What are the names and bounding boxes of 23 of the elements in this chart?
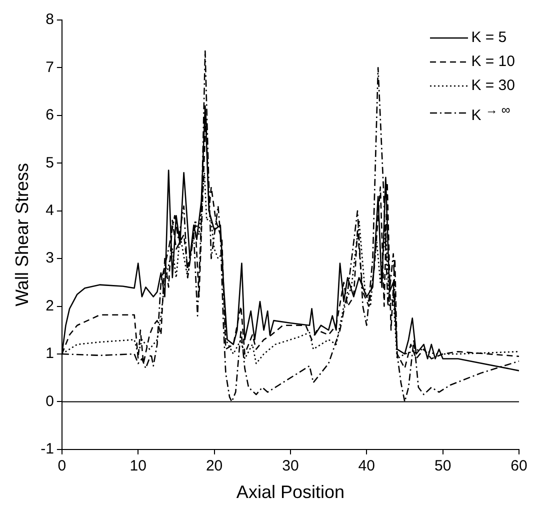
y-tick-label: 0 [46, 392, 54, 410]
x-axis-title: Axial Position [236, 482, 344, 502]
x-tick-label: 40 [358, 458, 375, 475]
x-tick-label: 0 [58, 458, 66, 475]
y-tick-label: 5 [46, 154, 54, 172]
legend-label: K = 10 [471, 52, 515, 72]
y-tick-label: 2 [46, 297, 54, 314]
legend-label: K = 5 [471, 28, 507, 48]
y-tick-label: 3 [46, 250, 54, 267]
x-tick-label: 20 [206, 458, 223, 475]
y-tick-label: 6 [46, 106, 54, 124]
y-tick-label: 7 [46, 58, 54, 76]
x-tick-label: 30 [282, 458, 299, 475]
legend-label: K $^{→ ∞}$ [471, 102, 510, 126]
legend-label: K = 30 [471, 76, 515, 96]
y-tick-label: 1 [46, 345, 54, 362]
x-tick-label: 10 [130, 458, 146, 475]
y-axis-title: Wall Shear Stress [12, 163, 32, 306]
y-tick-label: -1 [40, 440, 54, 458]
x-tick-label: 50 [434, 458, 452, 475]
y-tick-label: 4 [46, 202, 54, 219]
y-tick-label: 8 [46, 11, 54, 28]
x-tick-label: 60 [510, 458, 528, 475]
